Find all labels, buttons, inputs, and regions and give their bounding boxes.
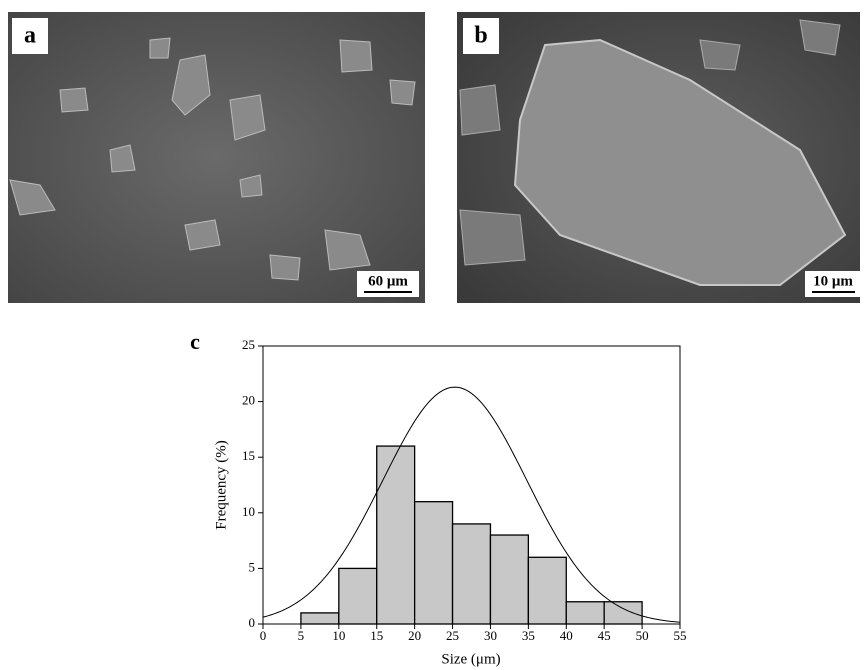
bar bbox=[415, 502, 453, 624]
x-tick-label: 0 bbox=[260, 628, 267, 643]
x-tick-label: 35 bbox=[522, 628, 535, 643]
x-tick-label: 50 bbox=[636, 628, 649, 643]
bar bbox=[604, 602, 642, 624]
panel-label: b bbox=[474, 23, 487, 49]
y-tick-label: 25 bbox=[242, 337, 255, 352]
panel-label: a bbox=[24, 23, 36, 49]
bar bbox=[377, 446, 415, 624]
y-tick-label: 10 bbox=[242, 504, 255, 519]
panel-label: c bbox=[190, 329, 200, 354]
x-tick-label: 55 bbox=[674, 628, 687, 643]
x-tick-label: 40 bbox=[560, 628, 573, 643]
sem-image-a bbox=[8, 12, 425, 303]
scale-bar-label: 60 μm bbox=[368, 273, 408, 289]
sem-image-b bbox=[457, 12, 860, 303]
x-tick-label: 25 bbox=[446, 628, 459, 643]
x-tick-label: 5 bbox=[298, 628, 305, 643]
histogram-chart: c Size (μm) Frequency (%) 0 5 10 15 20 25 30 35… bbox=[190, 329, 686, 667]
x-tick-label: 45 bbox=[598, 628, 611, 643]
x-axis-label: Size (μm) bbox=[441, 651, 500, 667]
bar bbox=[566, 602, 604, 624]
bar bbox=[301, 613, 339, 624]
y-tick-label: 15 bbox=[242, 448, 255, 463]
bar bbox=[339, 568, 377, 624]
scale-bar-label: 10 μm bbox=[813, 273, 853, 289]
figure: a b 60 μm 10 μm c Size (μm) Frequency (%… bbox=[0, 0, 864, 670]
bar bbox=[453, 524, 491, 624]
bar bbox=[528, 557, 566, 624]
y-tick-label: 5 bbox=[249, 559, 256, 574]
x-tick-label: 30 bbox=[484, 628, 497, 643]
x-tick-label: 15 bbox=[370, 628, 383, 643]
x-tick-label: 10 bbox=[332, 628, 345, 643]
y-tick-label: 0 bbox=[249, 615, 256, 630]
y-tick-label: 20 bbox=[242, 393, 255, 408]
bar bbox=[490, 535, 528, 624]
x-tick-label: 20 bbox=[408, 628, 421, 643]
y-axis-label: Frequency (%) bbox=[213, 440, 229, 530]
